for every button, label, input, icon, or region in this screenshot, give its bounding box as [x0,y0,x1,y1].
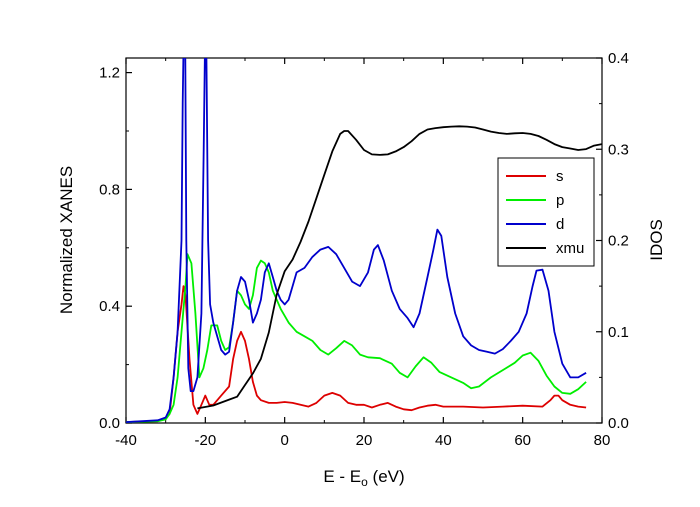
series-line-s [126,285,587,423]
legend-items: spd xmu [506,168,584,257]
x-axis-title-sub: o [361,475,368,489]
y-right-tick-label-4: 0.4 [608,50,629,67]
x-tick-label-3: 20 [356,432,373,449]
y-left-tick-label-1: 0.4 [99,298,120,315]
lines-layer [126,58,602,423]
x-tick-label-6: 80 [594,432,611,449]
legend-label-p: p [556,192,564,209]
y-axis-left-title: Normalized XANES [57,166,76,314]
y-left-tick-label-3: 1.2 [99,65,120,82]
series-line-d [126,58,587,423]
x-tick-label-0: -40 [115,432,137,449]
legend: spd xmu [497,157,595,267]
x-tick-label-1: -20 [194,432,216,449]
legend-label-d: d [556,216,564,233]
x-axis-title-unit: (eV) [368,467,405,486]
x-tick-label-4: 40 [435,432,452,449]
y-right-tick-label-0: 0.0 [608,415,629,432]
x-tick-label-2: 0 [280,432,288,449]
x-axis-title-main: E - E [323,467,361,486]
y-left-tick-label-2: 0.8 [99,181,120,198]
y-right-tick-label-1: 0.1 [608,324,629,341]
y-right-tick-label-2: 0.2 [608,233,629,250]
legend-label-s: s [556,168,564,185]
y-left-tick-label-0: 0.0 [99,415,120,432]
series-line-xmu [197,125,602,410]
ticks-layer: -40 -20 0 20 40 60 800.00.40.81.20.00.10.20.30… [99,50,629,449]
x-axis-title: E - Eo (eV) [323,467,404,489]
y-axis-right-title: IDOS [647,219,666,261]
y-right-tick-label-3: 0.3 [608,141,629,158]
legend-label-xmu: xmu [556,240,584,257]
x-tick-label-5: 60 [514,432,531,449]
